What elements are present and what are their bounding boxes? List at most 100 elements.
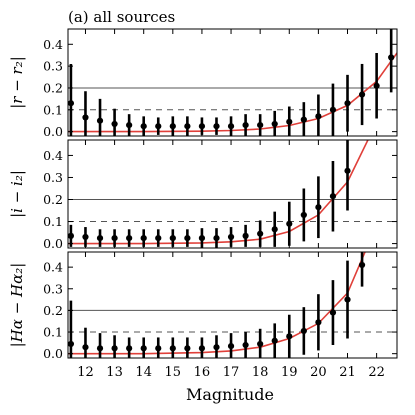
data-point <box>257 121 264 129</box>
data-point <box>155 234 162 242</box>
y-tick-label: 0.3 <box>43 59 63 74</box>
data-point <box>227 343 235 350</box>
data-point <box>198 123 206 130</box>
data-point <box>111 234 118 242</box>
data-point <box>373 82 380 89</box>
data-point <box>329 106 337 113</box>
data-point <box>140 234 147 242</box>
data-point <box>126 234 133 242</box>
data-point <box>169 345 176 352</box>
y-tick-label: 0.0 <box>43 236 63 251</box>
panel-frame <box>67 251 398 359</box>
data-point <box>227 233 235 241</box>
y-axis-label: |r − r₂| <box>8 56 26 109</box>
data-point <box>242 121 249 129</box>
panels-group: 0.0 0.1 0.2 0.3 0.4 |r − r₂| 0.0 0.1 0.2 0.3 0.4 |i… <box>8 28 398 380</box>
data-point <box>300 327 307 335</box>
data-point <box>358 91 366 98</box>
y-tick-label: 0.0 <box>43 124 63 139</box>
panel-frame <box>67 28 398 137</box>
y-axis-label: |i − i₂| <box>8 170 26 218</box>
y-tick-label: 0.1 <box>43 325 63 340</box>
data-point <box>82 233 89 241</box>
x-tick-label: 22 <box>368 365 385 380</box>
panel-2: 0.0 0.1 0.2 0.3 0.4 |i − i₂| <box>8 139 398 251</box>
data-point <box>82 114 89 121</box>
y-axis-label: |Hα − Hα₂| <box>8 263 26 348</box>
data-point <box>184 234 191 242</box>
data-point <box>300 116 307 123</box>
chart-title: (a) all sources <box>68 8 175 26</box>
data-point <box>169 123 176 130</box>
panel-1: 0.0 0.1 0.2 0.3 0.4 |r − r₂| <box>8 28 398 139</box>
data-point <box>286 220 293 227</box>
x-tick-label: 21 <box>339 365 356 380</box>
y-tick-label: 0.1 <box>43 214 63 229</box>
data-point <box>257 230 264 237</box>
data-point <box>257 340 264 348</box>
data-point <box>184 345 191 352</box>
y-tick-label: 0.4 <box>43 37 63 52</box>
data-point <box>213 234 220 242</box>
x-tick-label: 12 <box>77 365 94 380</box>
model-curve <box>68 140 369 245</box>
data-point <box>140 123 147 130</box>
data-point <box>242 341 249 349</box>
panel-frame <box>67 139 398 249</box>
data-point <box>344 167 351 174</box>
data-point <box>315 204 322 211</box>
data-point <box>300 211 307 219</box>
data-point <box>213 123 220 130</box>
y-tick-label: 0.4 <box>43 148 63 163</box>
y-tick-label: 0.0 <box>43 346 63 361</box>
data-point <box>271 120 278 128</box>
data-point <box>140 345 147 352</box>
data-point <box>388 54 395 61</box>
x-tick-label: 15 <box>165 365 182 380</box>
data-point <box>111 120 118 128</box>
data-point <box>329 309 337 316</box>
x-axis-label: Magnitude <box>186 385 274 404</box>
x-tick-label: 18 <box>252 365 269 380</box>
panel-3: 0.0 0.1 0.2 0.3 0.4 |Hα − Hα₂| <box>8 251 398 361</box>
data-point <box>198 345 206 352</box>
y-tick-label: 0.3 <box>43 281 63 296</box>
x-tick-label: 19 <box>281 365 298 380</box>
data-point <box>82 344 89 351</box>
y-tick-label: 0.3 <box>43 170 63 185</box>
data-point <box>344 296 351 303</box>
y-tick-label: 0.2 <box>43 80 63 95</box>
data-point <box>271 226 278 233</box>
data-point <box>67 100 75 107</box>
data-point <box>286 333 293 340</box>
x-tick-label: 14 <box>135 365 152 380</box>
data-point <box>96 234 104 242</box>
data-point <box>184 123 191 130</box>
data-point <box>271 337 278 344</box>
data-point <box>315 319 322 326</box>
data-point <box>169 234 176 242</box>
data-point <box>198 234 206 242</box>
data-point <box>126 345 133 352</box>
y-tick-label: 0.2 <box>43 192 63 207</box>
y-tick-label: 0.1 <box>43 102 63 117</box>
data-point <box>358 261 366 269</box>
data-point <box>155 123 162 130</box>
data-point <box>286 118 293 125</box>
data-point <box>96 117 104 124</box>
data-point <box>126 121 133 129</box>
data-point <box>213 344 220 351</box>
x-tick-label: 17 <box>223 365 240 380</box>
data-point <box>344 100 351 107</box>
y-tick-label: 0.2 <box>43 303 63 318</box>
x-tick-label: 20 <box>310 365 327 380</box>
data-point <box>111 345 118 352</box>
data-point <box>315 113 322 120</box>
data-point <box>67 232 75 239</box>
x-tick-label: 16 <box>194 365 211 380</box>
data-point <box>155 345 162 352</box>
x-tick-label: 13 <box>106 365 123 380</box>
data-point <box>242 232 249 239</box>
data-point <box>329 193 337 200</box>
